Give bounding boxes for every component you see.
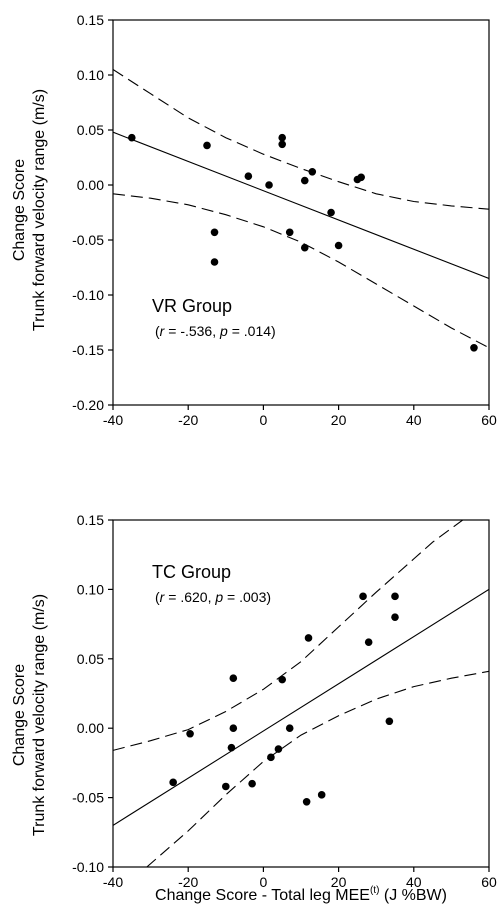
x-tick-label: -20	[178, 874, 198, 890]
data-point	[357, 173, 365, 182]
group-label: VR Group	[152, 296, 232, 316]
ci-upper-curve	[113, 520, 464, 751]
plot-frame	[112, 19, 490, 406]
data-point	[300, 176, 309, 185]
data-point	[229, 724, 238, 732]
p-value: .003	[239, 589, 266, 605]
data-point	[385, 717, 394, 726]
y-tick-label: -0.20	[72, 397, 104, 413]
data-point	[300, 243, 309, 252]
x-tick-label: 60	[481, 874, 497, 890]
correlation-stats: (r = .620, p = .003)	[155, 589, 271, 605]
ci-lower-curve	[146, 670, 489, 867]
y-tick-label: 0.15	[77, 12, 104, 28]
correlation-stats: (r = -.536, p = .014)	[155, 323, 276, 339]
x-tick-label: 40	[406, 874, 422, 890]
data-point	[359, 592, 367, 601]
tc-group-panel: Change Score Trunk forward velocity rang…	[11, 512, 497, 904]
data-point	[334, 241, 343, 250]
y-tick-label: -0.15	[72, 342, 104, 358]
data-point	[229, 674, 238, 683]
vr-group-panel: Change Score Trunk forward velocity rang…	[11, 12, 497, 428]
y-axis-label-line1: Change Score	[11, 664, 28, 766]
data-point	[267, 753, 275, 762]
y-axis-label-line2: Trunk forward velocity range (m/s)	[31, 89, 48, 331]
data-point	[327, 208, 335, 217]
p-value: .014	[244, 323, 271, 339]
data-point	[364, 638, 373, 646]
data-point	[128, 133, 136, 142]
data-point	[278, 140, 287, 149]
data-point	[265, 181, 273, 189]
x-tick-label: -40	[103, 412, 123, 428]
y-axis-label-line1: Change Score	[11, 159, 28, 261]
group-label: TC Group	[152, 562, 231, 582]
data-point	[244, 172, 253, 180]
y-tick-label: 0.15	[77, 512, 104, 528]
data-point	[391, 613, 399, 621]
ci-upper-curve	[113, 69, 489, 210]
ci-lower-curve	[113, 193, 489, 349]
data-point	[278, 133, 287, 142]
data-point	[308, 168, 317, 176]
data-point	[391, 592, 399, 601]
data-point	[304, 634, 313, 642]
data-point	[169, 778, 177, 787]
regression-line	[113, 588, 489, 826]
data-point	[470, 344, 478, 352]
y-tick-label: -0.10	[72, 859, 104, 875]
x-tick-label: 0	[260, 412, 268, 428]
regression-line	[113, 131, 489, 280]
y-tick-label: -0.10	[72, 287, 104, 303]
x-tick-label: -20	[178, 412, 198, 428]
y-tick-label: -0.05	[72, 232, 104, 248]
plot-area	[113, 520, 489, 867]
y-tick-label: -0.05	[72, 790, 104, 806]
plot-area	[113, 69, 489, 349]
data-point	[274, 745, 283, 753]
x-tick-label: -40	[103, 874, 123, 890]
data-point	[186, 729, 194, 738]
data-point	[285, 228, 294, 237]
data-point	[227, 743, 236, 752]
x-tick-label: 0	[260, 874, 268, 890]
tc-group-y-axis-label: Change Score Trunk forward velocity rang…	[11, 594, 48, 836]
x-tick-label: 40	[406, 412, 422, 428]
data-point	[317, 791, 326, 799]
y-tick-label: 0.10	[77, 581, 104, 597]
data-point	[203, 141, 211, 150]
y-tick-label: 0.05	[77, 122, 104, 138]
data-point	[210, 228, 219, 237]
data-point	[285, 724, 294, 732]
vr-group-y-axis-label: Change Score Trunk forward velocity rang…	[11, 89, 48, 331]
data-point	[302, 797, 311, 806]
data-point	[248, 779, 256, 788]
plot-frame	[112, 519, 490, 868]
x-axis-label: Change Score - Total leg MEE(t) (J %BW)	[155, 885, 447, 904]
r-value: .620	[180, 589, 207, 605]
data-point	[210, 258, 219, 266]
y-tick-label: 0.05	[77, 651, 104, 667]
y-tick-label: 0.00	[77, 177, 104, 193]
x-tick-label: 20	[331, 874, 347, 890]
y-tick-label: 0.10	[77, 67, 104, 83]
data-point	[278, 675, 287, 684]
y-tick-label: 0.00	[77, 720, 104, 736]
data-point	[222, 782, 230, 791]
x-tick-label: 20	[331, 412, 347, 428]
y-axis-label-line2: Trunk forward velocity range (m/s)	[31, 594, 48, 836]
r-value: -.536	[180, 323, 212, 339]
x-tick-label: 60	[481, 412, 497, 428]
